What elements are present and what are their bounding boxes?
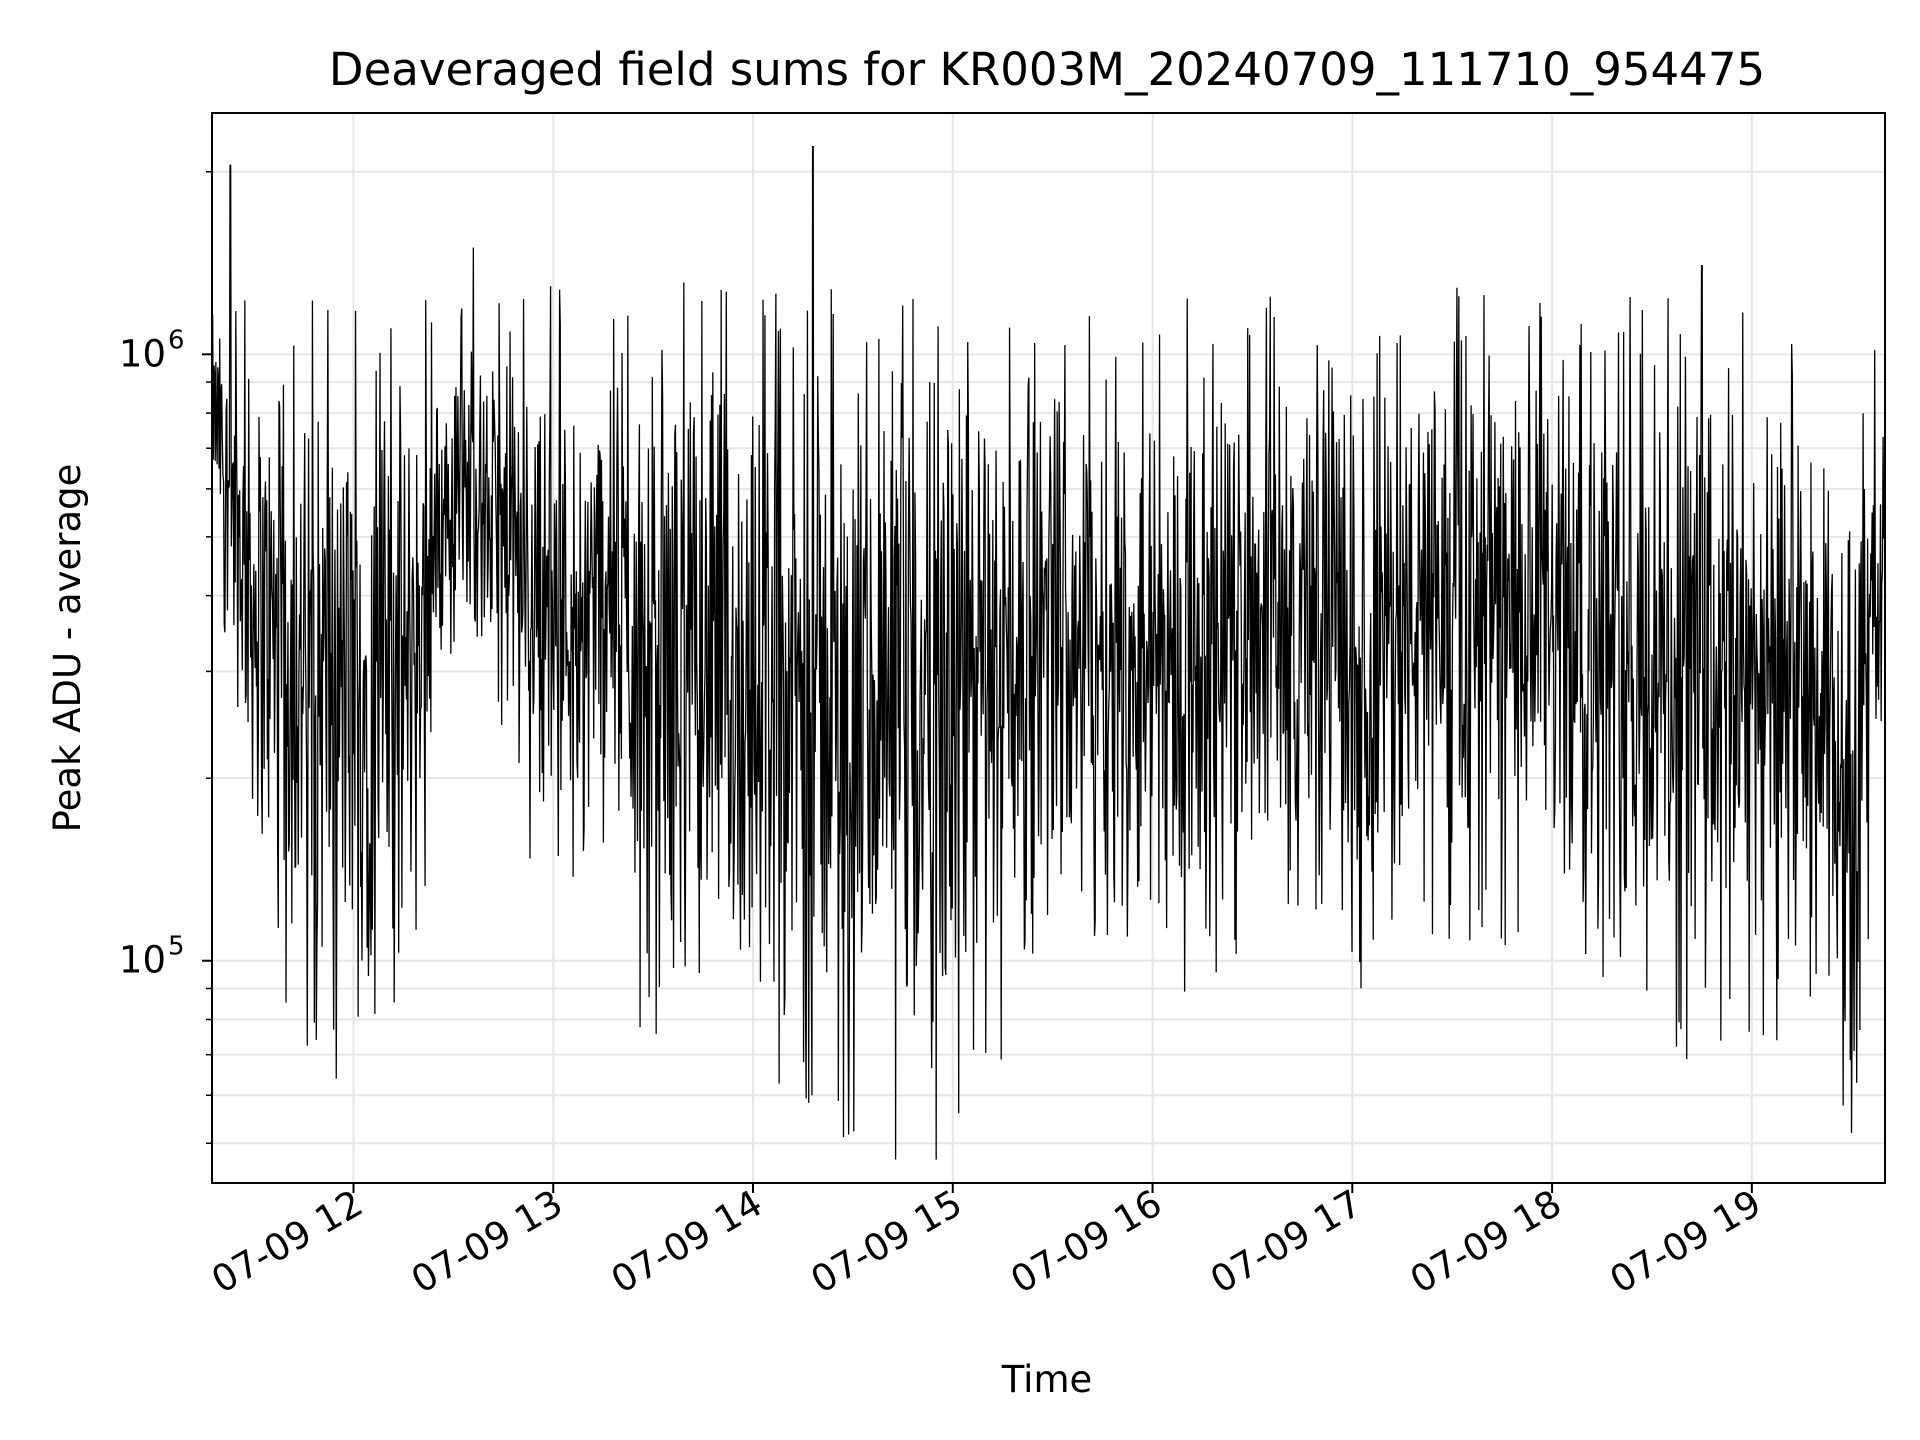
y-tick-label: 10 xyxy=(119,332,166,375)
plot-area xyxy=(212,146,1885,1160)
plot-frame xyxy=(211,112,1886,1184)
y-axis-label: Peak ADU - average xyxy=(46,464,89,833)
x-axis-label: Time xyxy=(1001,1358,1093,1401)
series-line xyxy=(212,146,1885,1160)
y-tick-exponent: 6 xyxy=(168,325,185,355)
y-tick-label: 10 xyxy=(119,939,166,982)
chart-title: Deaveraged field sums for KR003M_2024070… xyxy=(329,43,1765,96)
y-tick-exponent: 5 xyxy=(168,932,185,962)
